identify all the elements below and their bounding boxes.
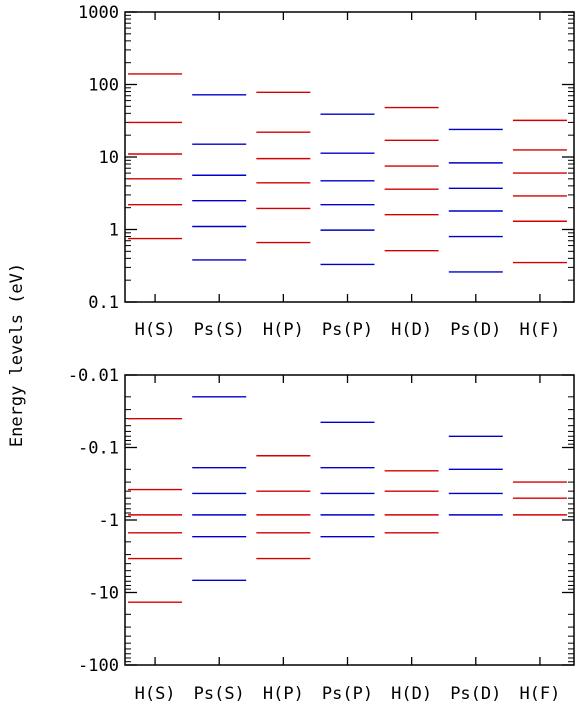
panel-2-ytick-label: -0.01 (68, 366, 119, 386)
panel-1-xtick-label: Ps(S) (194, 320, 245, 340)
panel-1-xtick-label: H(P) (263, 320, 304, 340)
panel-2-xtick-label: H(P) (263, 684, 304, 704)
panel-2-frame (124, 374, 575, 666)
panel-1-ytick-label: 0.1 (88, 293, 119, 313)
panel-1-ytick-label: 1000 (78, 3, 119, 23)
panel-1-ytick-label: 1 (109, 221, 119, 241)
panel-1-xtick-label: Ps(P) (322, 320, 373, 340)
panel-1-xtick-label: Ps(D) (450, 320, 501, 340)
panel-2-ytick-label: -10 (88, 584, 119, 604)
y-axis-label: Energy levels (eV) (7, 263, 27, 447)
panel-1-frame (124, 11, 575, 303)
panel-1-xtick-label: H(D) (391, 320, 432, 340)
panel-2-xtick-label: Ps(S) (194, 684, 245, 704)
panel-2-ytick-label: -100 (78, 656, 119, 676)
panel-2-xtick-label: Ps(D) (450, 684, 501, 704)
panel-2-xtick-label: H(S) (135, 684, 176, 704)
panel-2-xtick-label: H(F) (519, 684, 560, 704)
panel-2-xtick-label: Ps(P) (322, 684, 373, 704)
panel-2-ytick-label: -0.1 (78, 439, 119, 459)
panel-2-ytick-label: -1 (99, 511, 119, 531)
panel-1-ytick-label: 100 (88, 76, 119, 96)
panel-1-ytick-label: 10 (99, 148, 119, 168)
panel-1-xtick-label: H(S) (135, 320, 176, 340)
panel-1-xtick-label: H(F) (519, 320, 560, 340)
panel-2-xtick-label: H(D) (391, 684, 432, 704)
